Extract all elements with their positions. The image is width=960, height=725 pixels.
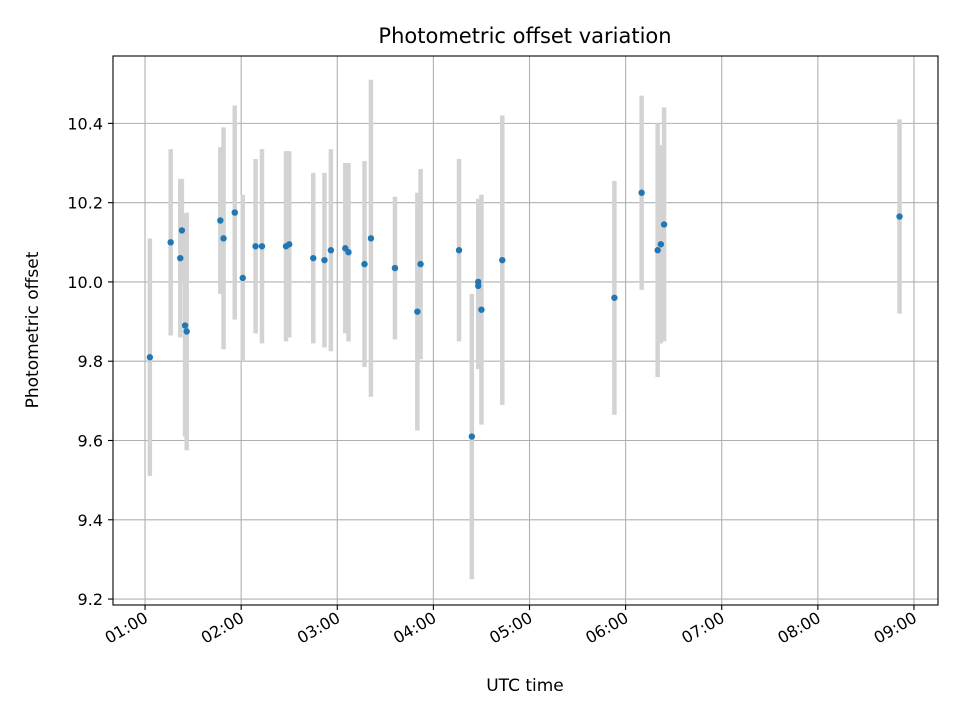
y-tick-label: 9.8	[78, 352, 103, 371]
data-point	[286, 241, 293, 248]
data-point	[361, 260, 368, 268]
x-tick-label: 02:00	[198, 608, 247, 648]
data-point	[896, 213, 903, 220]
data-point	[367, 235, 375, 242]
data-point	[146, 354, 154, 361]
data-point	[611, 294, 618, 301]
x-tick-label: 06:00	[582, 608, 631, 648]
data-points	[146, 189, 903, 440]
error-bars	[147, 79, 902, 580]
data-point	[345, 249, 352, 256]
data-point	[220, 235, 227, 242]
chart-title: Photometric offset variation	[378, 24, 671, 48]
data-point	[414, 308, 421, 315]
data-point	[181, 322, 189, 329]
x-tick-label: 03:00	[294, 608, 343, 648]
data-point	[499, 256, 506, 264]
data-point	[455, 247, 463, 254]
y-tick-label: 10.0	[67, 273, 103, 292]
data-point	[321, 256, 328, 264]
data-point	[478, 306, 485, 313]
data-point	[167, 239, 174, 246]
y-tick-label: 9.2	[78, 590, 103, 609]
data-point	[654, 247, 661, 254]
y-tick-label: 10.2	[67, 194, 103, 213]
data-point	[391, 264, 399, 272]
y-tick-label: 9.4	[78, 511, 103, 530]
data-point	[417, 260, 424, 268]
data-point	[183, 328, 190, 335]
x-axis-ticks: 01:00 02:00 03:00 04:00 05:00 06:00 07:00 08:00…	[102, 605, 920, 648]
data-point	[660, 221, 668, 228]
x-tick-label: 05:00	[486, 608, 535, 648]
data-point	[468, 433, 476, 440]
data-point	[252, 243, 259, 250]
grid	[113, 56, 938, 605]
data-point	[327, 247, 335, 254]
x-tick-label: 09:00	[871, 608, 920, 648]
data-point	[239, 274, 246, 282]
data-point	[475, 282, 482, 290]
x-tick-label: 07:00	[678, 608, 727, 648]
x-axis-label: UTC time	[486, 676, 564, 696]
data-point	[657, 241, 665, 248]
plot-frame	[112, 55, 939, 606]
x-tick-label: 01:00	[102, 608, 151, 648]
x-tick-label: 04:00	[390, 608, 439, 648]
data-point	[638, 189, 645, 196]
x-tick-label: 08:00	[774, 608, 823, 648]
data-point	[258, 243, 266, 250]
data-point	[310, 254, 317, 262]
y-tick-label: 9.6	[78, 431, 103, 450]
data-point	[231, 209, 238, 216]
data-point	[177, 254, 184, 262]
y-axis-ticks: 9.2 9.4 9.6 9.8 10.0 10.2 10.4	[67, 114, 113, 609]
data-point	[178, 227, 186, 234]
y-axis-label: Photometric offset	[23, 251, 43, 408]
y-tick-label: 10.4	[67, 114, 103, 133]
data-point	[217, 217, 224, 224]
